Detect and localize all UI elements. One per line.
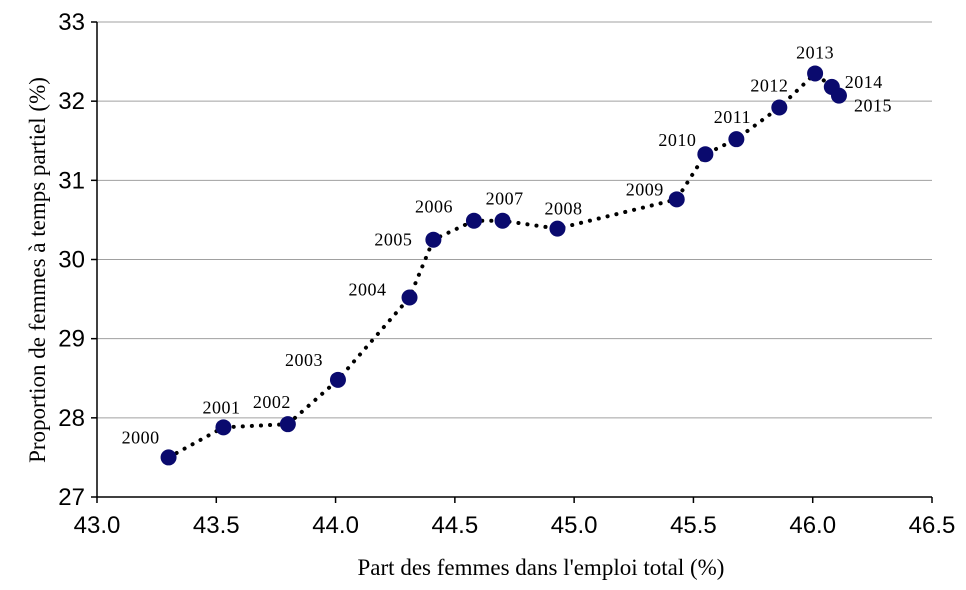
point-label: 2013 [796, 42, 834, 62]
point-label: 2003 [285, 350, 323, 370]
y-tick-label: 32 [58, 88, 85, 115]
y-tick-label: 33 [58, 9, 85, 36]
point-label: 2009 [626, 179, 664, 199]
data-point [329, 371, 346, 388]
x-tick-label: 45.0 [551, 512, 598, 539]
data-point [697, 146, 714, 163]
y-tick-label: 30 [58, 247, 85, 274]
data-point [807, 65, 824, 82]
point-label: 2011 [714, 107, 751, 127]
data-point [771, 99, 788, 116]
data-point [728, 131, 745, 148]
data-point [830, 87, 847, 104]
point-label: 2008 [544, 199, 582, 219]
x-axis-ticks: 43.0 43.5 44.0 44.5 45.0 45.5 46.0 46.5 [74, 497, 956, 539]
point-label: 2006 [415, 197, 453, 217]
x-tick-label: 46.5 [909, 512, 956, 539]
data-point [279, 416, 296, 433]
y-tick-label: 29 [58, 326, 85, 353]
point-label: 2012 [750, 76, 788, 96]
data-point [215, 419, 232, 436]
y-tick-label: 31 [58, 167, 85, 194]
x-tick-label: 44.5 [431, 512, 478, 539]
data-point [494, 212, 511, 229]
y-axis-ticks: 27 28 29 30 31 32 33 [58, 9, 97, 511]
point-label: 2002 [253, 392, 291, 412]
y-tick-label: 28 [58, 405, 85, 432]
point-label: 2010 [658, 130, 696, 150]
x-tick-label: 43.0 [74, 512, 121, 539]
point-label: 2000 [122, 427, 160, 447]
point-label: 2015 [854, 96, 892, 116]
x-tick-label: 44.0 [312, 512, 359, 539]
x-tick-label: 45.5 [670, 512, 717, 539]
series-line [166, 70, 841, 460]
y-tick-label: 27 [58, 484, 85, 511]
data-point [160, 449, 177, 466]
point-label: 2004 [349, 280, 387, 300]
x-tick-label: 46.0 [789, 512, 836, 539]
data-point [425, 231, 442, 248]
point-label: 2014 [845, 72, 883, 92]
data-point [401, 289, 418, 306]
point-label: 2001 [202, 397, 240, 417]
grid-lines [97, 21, 932, 419]
x-tick-label: 43.5 [193, 512, 240, 539]
x-axis-title: Part des femmes dans l'emploi total (%) [358, 555, 725, 580]
data-points [160, 65, 847, 466]
point-label: 2005 [374, 230, 412, 250]
y-axis-title: Proportion de femmes à temps partiel (%) [25, 77, 50, 463]
data-point [668, 191, 685, 208]
data-point [549, 220, 566, 237]
point-label: 2007 [486, 189, 524, 209]
data-point [465, 212, 482, 229]
